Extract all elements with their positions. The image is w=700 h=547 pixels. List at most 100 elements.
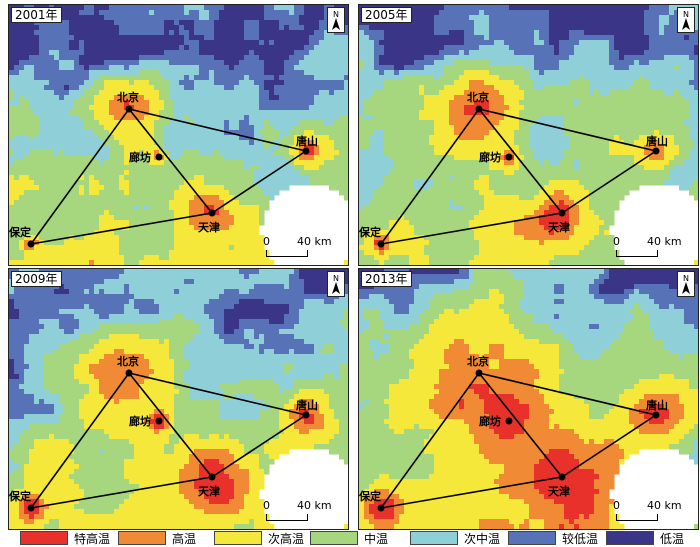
scale-bar: 0 40 km xyxy=(609,235,689,265)
city-dot-tangshan xyxy=(652,147,660,155)
city-dot-tianjin xyxy=(558,209,566,217)
connection-line xyxy=(211,414,307,478)
city-label-baoding: 保定 xyxy=(359,489,381,503)
legend-swatch xyxy=(508,531,556,545)
connection-line xyxy=(561,414,657,478)
legend-swatch xyxy=(410,531,458,545)
scale-bar-line xyxy=(266,514,308,521)
city-label-langfang: 廊坊 xyxy=(479,150,501,164)
city-label-tianjin: 天津 xyxy=(548,220,570,234)
connection-line xyxy=(478,108,657,152)
city-dot-baoding xyxy=(27,240,35,248)
north-arrow-icon: N xyxy=(327,271,345,297)
city-label-langfang: 廊坊 xyxy=(129,414,151,428)
city-label-baoding: 保定 xyxy=(9,489,31,503)
north-arrow-icon: N xyxy=(677,7,695,33)
scale-bar-line xyxy=(616,250,658,257)
legend-swatch xyxy=(606,531,654,545)
city-label-beijing: 北京 xyxy=(117,354,139,368)
connection-line xyxy=(30,212,213,245)
city-dot-tianjin xyxy=(208,473,216,481)
scale-distance-label: 40 km xyxy=(647,235,682,248)
city-label-langfang: 廊坊 xyxy=(129,150,151,164)
connection-line xyxy=(478,108,563,214)
legend: 特高温 高温 次高温 中温 次中温 较低温 低温 xyxy=(0,528,700,547)
city-dot-langfang xyxy=(155,153,163,161)
connection-line xyxy=(380,108,480,245)
legend-label: 次中温 xyxy=(464,532,501,546)
scale-bar: 0 40 km xyxy=(259,499,339,529)
north-arrow-icon: N xyxy=(677,271,695,297)
city-label-tangshan: 唐山 xyxy=(646,398,668,412)
legend-label: 较低温 xyxy=(562,532,599,546)
map-panel: 北京廊坊 唐山天津 保定 2009年 N 0 40 km xyxy=(8,268,349,530)
legend-label: 高温 xyxy=(172,532,197,546)
svg-text:N: N xyxy=(333,10,339,19)
scale-bar: 0 40 km xyxy=(609,499,689,529)
map-panel: 北京 廊坊 唐山 天津 保定 2001年 N 0 40 km xyxy=(8,4,349,266)
map-panel: 北京廊坊 唐山天津 保定 2013年 N 0 40 km xyxy=(358,268,699,530)
city-dot-tangshan xyxy=(302,411,310,419)
map-panel: 北京廊坊 唐山天津 保定 2005年 N 0 40 km xyxy=(358,4,699,266)
city-dot-langfang xyxy=(505,417,513,425)
city-label-tangshan: 唐山 xyxy=(296,134,318,148)
city-label-baoding: 保定 xyxy=(359,225,381,239)
city-label-beijing: 北京 xyxy=(467,354,489,368)
year-label: 2013年 xyxy=(361,271,412,287)
city-dot-tianjin xyxy=(558,473,566,481)
city-label-langfang: 廊坊 xyxy=(479,414,501,428)
city-dot-tangshan xyxy=(652,411,660,419)
city-label-tangshan: 唐山 xyxy=(296,398,318,412)
year-label: 2009年 xyxy=(11,271,62,287)
scale-bar-line xyxy=(266,250,308,257)
city-label-beijing: 北京 xyxy=(467,90,489,104)
legend-label: 低温 xyxy=(660,532,685,546)
connection-line xyxy=(561,150,657,214)
year-label: 2001年 xyxy=(11,7,62,23)
scale-bar-line xyxy=(616,514,658,521)
connection-line xyxy=(128,372,213,478)
legend-swatch xyxy=(310,531,358,545)
north-arrow-icon: N xyxy=(327,7,345,33)
connection-line xyxy=(30,108,130,245)
city-dot-beijing xyxy=(125,105,133,113)
city-dot-langfang xyxy=(155,417,163,425)
city-dot-beijing xyxy=(475,369,483,377)
city-label-tangshan: 唐山 xyxy=(646,134,668,148)
city-label-tianjin: 天津 xyxy=(548,484,570,498)
scale-distance-label: 40 km xyxy=(297,235,332,248)
connection-line xyxy=(380,212,563,245)
legend-swatch xyxy=(214,531,262,545)
connection-line xyxy=(128,108,213,214)
legend-label: 次高温 xyxy=(268,532,305,546)
legend-swatch xyxy=(118,531,166,545)
city-label-tianjin: 天津 xyxy=(198,484,220,498)
scale-zero-label: 0 xyxy=(613,499,620,512)
connection-line xyxy=(478,372,657,416)
city-dot-baoding xyxy=(377,240,385,248)
connection-line xyxy=(380,476,563,509)
connection-line xyxy=(128,372,307,416)
city-dot-baoding xyxy=(27,504,35,512)
city-label-tianjin: 天津 xyxy=(198,220,220,234)
legend-label: 中温 xyxy=(364,532,389,546)
city-dot-baoding xyxy=(377,504,385,512)
connection-line xyxy=(30,476,213,509)
scale-zero-label: 0 xyxy=(263,235,270,248)
connection-line xyxy=(478,372,563,478)
scale-zero-label: 0 xyxy=(263,499,270,512)
city-dot-tianjin xyxy=(208,209,216,217)
connection-line xyxy=(30,372,130,509)
city-dot-langfang xyxy=(505,153,513,161)
scale-bar: 0 40 km xyxy=(259,235,339,265)
city-dot-tangshan xyxy=(302,147,310,155)
city-label-baoding: 保定 xyxy=(9,225,31,239)
connection-line xyxy=(211,150,307,214)
year-label: 2005年 xyxy=(361,7,412,23)
legend-swatch xyxy=(20,531,68,545)
connection-line xyxy=(128,108,307,152)
scale-distance-label: 40 km xyxy=(647,499,682,512)
